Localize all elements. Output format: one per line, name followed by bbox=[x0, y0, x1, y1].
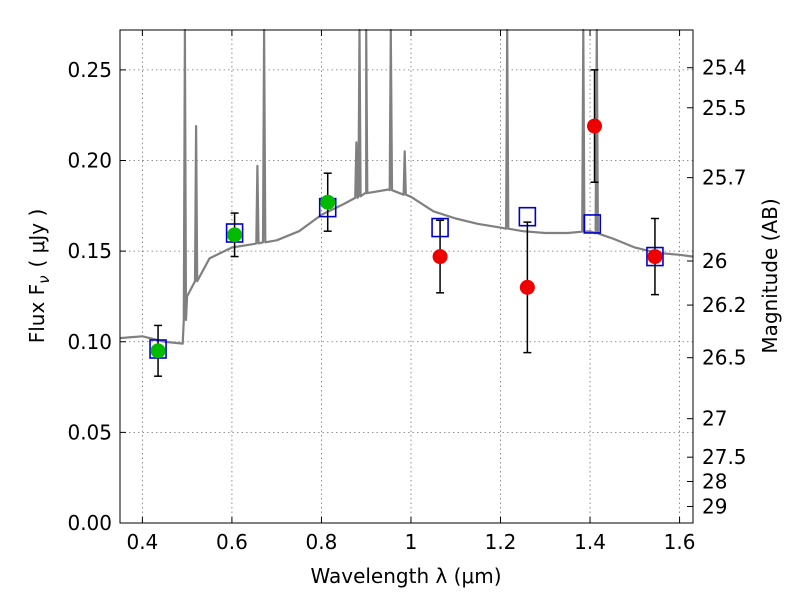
plot-background bbox=[120, 30, 693, 523]
x-tick-label: 1 bbox=[405, 530, 418, 554]
model-point bbox=[583, 214, 602, 234]
y2-tick-label: 26 bbox=[702, 249, 727, 273]
x-tick-label: 1.4 bbox=[574, 530, 606, 554]
observed-point bbox=[227, 227, 243, 243]
y2-tick-label: 25.7 bbox=[702, 166, 747, 190]
y-tick-label: 0.05 bbox=[67, 420, 112, 444]
x-tick-label: 1.6 bbox=[664, 530, 696, 554]
y2-tick-label: 25.4 bbox=[702, 56, 747, 80]
x-tick-label: 0.6 bbox=[216, 530, 248, 554]
y-axis: 0.00 0.05 0.10 0.15 0.20 0.25 bbox=[67, 58, 126, 535]
y-tick-label: 0.10 bbox=[67, 330, 112, 354]
y-tick-label: 0.25 bbox=[67, 58, 112, 82]
observed-point bbox=[587, 118, 603, 134]
y2-tick-label: 27.5 bbox=[702, 445, 747, 469]
y2-tick-label: 26.5 bbox=[702, 346, 747, 370]
x-axis: 0.4 0.6 0.8 1 1.2 1.4 1.6 bbox=[126, 30, 695, 554]
observed-point bbox=[432, 249, 448, 265]
observed-point bbox=[519, 279, 535, 295]
y-axis-label: Flux Fν( μJy ) bbox=[25, 209, 53, 344]
y2-tick-label: 25.5 bbox=[702, 96, 747, 120]
x-axis-label: Wavelength λ (μm) bbox=[310, 564, 501, 588]
observed-photometry-series bbox=[150, 118, 663, 359]
plot-frame bbox=[119, 29, 694, 524]
y2-axis-label: Magnitude (AB) bbox=[758, 198, 782, 353]
observed-point bbox=[647, 249, 663, 265]
y2-tick-label: 27 bbox=[702, 407, 727, 431]
x-tick-label: 1.2 bbox=[485, 530, 517, 554]
observed-point bbox=[320, 194, 336, 210]
y2-tick-label: 26.2 bbox=[702, 293, 747, 317]
y2-tick-label: 29 bbox=[702, 494, 727, 518]
model-spectrum-series bbox=[119, 28, 694, 345]
x-tick-label: 0.8 bbox=[306, 530, 338, 554]
error-bars bbox=[154, 69, 659, 377]
x-tick-label: 0.4 bbox=[126, 530, 158, 554]
y-tick-label: 0.00 bbox=[67, 511, 112, 535]
model-spectrum-line bbox=[119, 28, 694, 345]
y2-tick-label: 28 bbox=[702, 469, 727, 493]
y-tick-label: 0.15 bbox=[67, 239, 112, 263]
y-tick-label: 0.20 bbox=[67, 149, 112, 173]
observed-point bbox=[150, 343, 166, 359]
